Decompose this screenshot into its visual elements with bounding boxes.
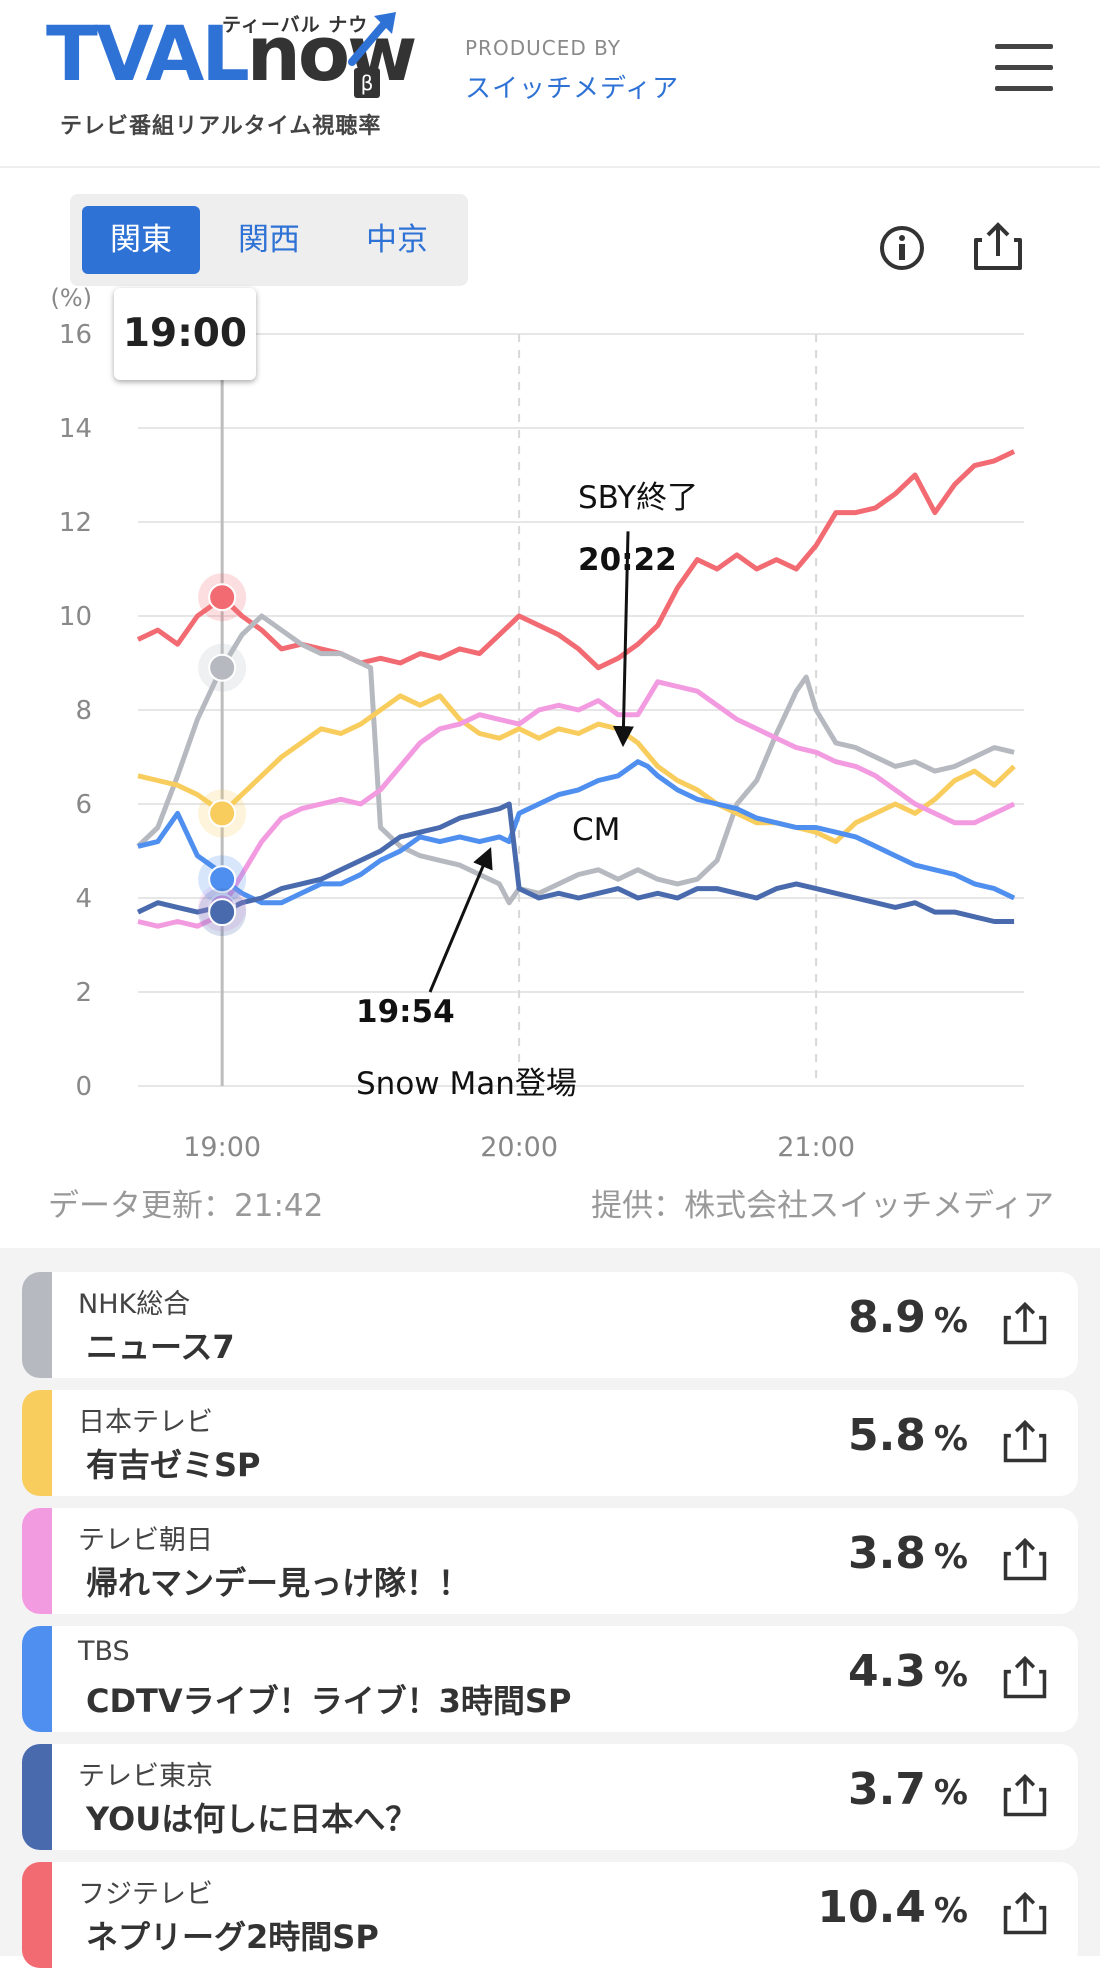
produced-by-label: PRODUCED BY (465, 36, 621, 60)
data-update-time: データ更新：21:42 (48, 1188, 324, 1224)
channel-color-bar (22, 1744, 52, 1850)
chart-lines (136, 449, 1016, 929)
share-icon[interactable] (1002, 1418, 1048, 1464)
channel-name: テレビ朝日 (78, 1525, 213, 1556)
series-line-2 (137, 693, 1016, 845)
annotation-arrow-1 (428, 847, 493, 993)
program-title: 帰れマンデー見っけ隊！！ (86, 1564, 471, 1602)
y-axis-unit: (%) (50, 284, 92, 312)
rating-value: 5.8% (847, 1410, 968, 1461)
data-source: 提供：株式会社スイッチメディア (591, 1188, 1054, 1224)
selected-time-tooltip: 19:00 (114, 288, 256, 380)
share-icon[interactable] (1002, 1536, 1048, 1582)
chart-arrows (428, 531, 634, 993)
program-title: YOUは何しに日本へ？ (86, 1800, 418, 1838)
tab-kanto[interactable]: 関東 (82, 206, 200, 274)
info-icon[interactable] (878, 224, 926, 272)
logo-ruby-text: ティーバル ナウ (222, 14, 369, 36)
x-tick-label: 21:00 (777, 1132, 855, 1163)
series-marker-0 (208, 583, 237, 612)
channel-color-bar (22, 1390, 52, 1496)
x-tick-label: 19:00 (183, 1132, 261, 1163)
channel-name: TBS (78, 1636, 130, 1667)
annotation-cm: CM (572, 812, 621, 848)
annotation-snowman: Snow Man登場 (356, 1066, 577, 1102)
program-card-nhk[interactable]: NHK総合 ニュース7 8.9% (22, 1272, 1078, 1378)
series-line-4 (137, 759, 1016, 906)
series-marker-5 (208, 898, 237, 927)
logo-arrow-icon (348, 12, 396, 66)
channel-color-bar (22, 1272, 52, 1378)
share-icon[interactable] (1002, 1654, 1048, 1700)
region-tabs: 関東 関西 中京 (70, 194, 468, 286)
producer-link[interactable]: スイッチメディア (465, 74, 680, 104)
channel-color-bar (22, 1508, 52, 1614)
tab-chukyo[interactable]: 中京 (366, 222, 428, 258)
rating-value: 3.8% (847, 1528, 968, 1579)
series-line-3 (137, 679, 1016, 929)
program-card-ntv[interactable]: 日本テレビ 有吉ゼミSP 5.8% (22, 1390, 1078, 1496)
program-card-tbs[interactable]: TBS CDTVライブ！ライブ！3時間SP 4.3% (22, 1626, 1078, 1732)
y-tick-label: 6 (75, 790, 92, 820)
program-title: ニュース7 (86, 1328, 235, 1366)
rating-value: 10.4% (817, 1882, 968, 1933)
channel-color-bar (22, 1626, 52, 1732)
y-tick-label: 8 (75, 696, 92, 726)
series-marker-4 (208, 865, 237, 894)
series-line-1 (136, 613, 1015, 906)
rating-chart-svg: 0 2 4 6 8 10 12 14 16 (%) 19:00 20:00 21:00 (50, 284, 1024, 1163)
share-icon[interactable] (972, 220, 1024, 272)
share-icon[interactable] (1002, 1890, 1048, 1936)
annotation-time-2022: 20:22 (578, 542, 677, 578)
y-tick-label: 2 (75, 978, 92, 1008)
rating-value: 3.7% (847, 1764, 968, 1815)
program-list: NHK総合 ニュース7 8.9% 日本テレビ 有吉ゼミSP 5.8% テレビ朝日… (0, 1248, 1100, 1968)
y-tick-label: 16 (59, 320, 92, 350)
annotation-time-1954: 19:54 (356, 994, 455, 1030)
program-title: 有吉ゼミSP (86, 1446, 261, 1484)
logo[interactable]: TVALnow ティーバル ナウ β テレビ番組リアルタイム視聴率 (46, 8, 426, 139)
program-card-tvtokyo[interactable]: テレビ東京 YOUは何しに日本へ？ 3.7% (22, 1744, 1078, 1850)
channel-name: 日本テレビ (78, 1407, 213, 1438)
series-marker-1 (208, 653, 237, 682)
series-line-5 (136, 801, 1015, 924)
program-title: ネプリーグ2時間SP (86, 1918, 379, 1956)
annotation-arrow-0 (612, 531, 634, 748)
rating-chart: 0 2 4 6 8 10 12 14 16 (%) 19:00 20:00 21:00 (0, 280, 1100, 1180)
tab-kansai[interactable]: 関西 (238, 222, 300, 258)
series-line-0 (136, 449, 1016, 671)
y-tick-label: 4 (75, 884, 92, 914)
channel-name: テレビ東京 (78, 1761, 213, 1792)
program-card-tvasahi[interactable]: テレビ朝日 帰れマンデー見っけ隊！！ 3.8% (22, 1508, 1078, 1614)
annotation-sby-end: SBY終了 (578, 480, 699, 516)
program-title: CDTVライブ！ライブ！3時間SP (86, 1682, 572, 1720)
y-tick-label: 12 (59, 508, 92, 538)
share-icon[interactable] (1002, 1300, 1048, 1346)
hamburger-menu-icon[interactable] (995, 44, 1055, 96)
y-tick-label: 10 (59, 602, 92, 632)
series-marker-2 (208, 799, 237, 828)
rating-value: 4.3% (847, 1646, 968, 1697)
y-tick-label: 0 (75, 1072, 92, 1102)
channel-name: フジテレビ (78, 1879, 213, 1910)
chart-ticks: 0 2 4 6 8 10 12 14 16 (%) 19:00 20:00 21:00 (50, 284, 855, 1163)
rating-value: 8.9% (847, 1292, 968, 1343)
channel-color-bar (22, 1862, 52, 1968)
chart-markers (198, 573, 247, 937)
header: TVALnow ティーバル ナウ β テレビ番組リアルタイム視聴率 PRODUC… (0, 0, 1100, 168)
x-tick-label: 20:00 (480, 1132, 558, 1163)
share-icon[interactable] (1002, 1772, 1048, 1818)
channel-name: NHK総合 (78, 1289, 191, 1320)
logo-beta-badge: β (354, 68, 380, 98)
logo-subtitle: テレビ番組リアルタイム視聴率 (60, 114, 382, 139)
y-tick-label: 14 (59, 414, 92, 444)
program-card-fujitv[interactable]: フジテレビ ネプリーグ2時間SP 10.4% (22, 1862, 1078, 1968)
